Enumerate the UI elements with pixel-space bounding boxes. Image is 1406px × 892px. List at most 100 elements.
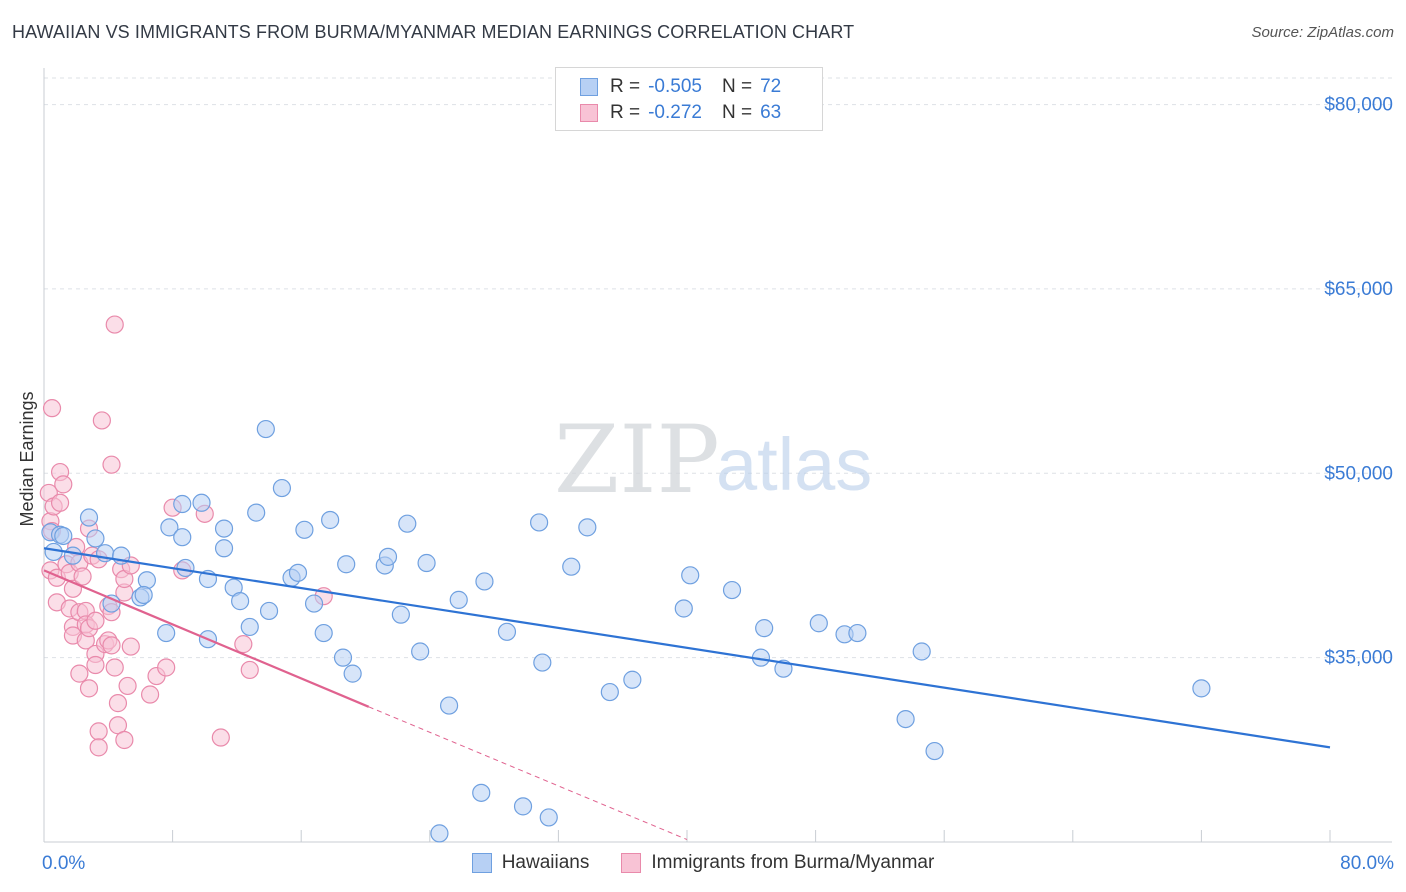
watermark-zip: ZIP [554, 406, 720, 515]
x-tick-label: 80.0% [1340, 853, 1394, 874]
data-point-hawaiians [562, 557, 581, 576]
data-point-hawaiians [304, 594, 324, 613]
data-point-hawaiians [722, 580, 742, 600]
series-swatch-blue [471, 853, 492, 873]
data-point-burma [211, 728, 230, 747]
data-point-hawaiians [63, 546, 83, 565]
data-point-hawaiians [337, 555, 356, 574]
data-point-hawaiians [539, 808, 558, 827]
trend-line-burma [43, 569, 370, 708]
data-point-hawaiians [44, 542, 63, 562]
data-point-burma [89, 738, 108, 757]
legend-n-value: 72 [760, 76, 782, 97]
data-point-hawaiians [475, 572, 494, 591]
data-point-hawaiians [343, 664, 362, 683]
data-point-burma [70, 664, 89, 683]
legend-n-label: N = [721, 76, 753, 97]
data-point-hawaiians [417, 553, 436, 573]
data-point-hawaiians [925, 741, 944, 761]
data-point-hawaiians [896, 709, 915, 729]
data-point-hawaiians [848, 623, 867, 643]
data-point-hawaiians [809, 614, 828, 633]
y-tick-label: $50,000 [1324, 463, 1393, 484]
data-point-burma [73, 567, 92, 586]
data-point-hawaiians [173, 494, 192, 514]
data-point-hawaiians [578, 518, 597, 537]
data-point-burma [86, 611, 105, 630]
data-point-hawaiians [430, 824, 449, 843]
series-legend-hawaiians[interactable]: Hawaiians [471, 852, 590, 874]
data-point-hawaiians [247, 503, 266, 522]
legend-n-label: N = [721, 102, 753, 123]
data-point-hawaiians [411, 642, 430, 661]
data-point-hawaiians [912, 642, 931, 661]
data-point-hawaiians [623, 670, 642, 689]
data-point-burma [105, 658, 124, 677]
data-point-hawaiians [54, 526, 73, 546]
data-point-burma [86, 655, 105, 675]
y-tick-label: $80,000 [1324, 95, 1393, 116]
chart-title: HAWAIIAN VS IMMIGRANTS FROM BURMA/MYANMA… [12, 22, 855, 42]
data-point-burma [79, 679, 99, 698]
data-point-hawaiians [1192, 679, 1211, 698]
data-point-hawaiians [321, 510, 340, 530]
trend-line-hawaiians [43, 547, 1331, 749]
series-swatch-pink [621, 853, 642, 873]
legend-r-label: R = [610, 102, 641, 123]
data-point-burma [121, 637, 140, 656]
data-point-hawaiians [259, 601, 279, 621]
data-point-burma [102, 636, 121, 655]
data-point-hawaiians [378, 547, 398, 566]
source-label: Source: ZipAtlas.com [1251, 24, 1394, 41]
legend-r-value: -0.505 [648, 76, 702, 97]
data-point-hawaiians [137, 571, 156, 590]
data-point-hawaiians [295, 520, 314, 539]
data-point-hawaiians [176, 558, 195, 578]
data-point-burma [140, 685, 160, 704]
data-point-burma [102, 455, 121, 474]
data-point-burma [42, 399, 62, 418]
data-point-burma [115, 730, 134, 750]
series-legend: Hawaiians Immigrants from Burma/Myanmar [0, 852, 1406, 874]
data-point-burma [157, 658, 176, 677]
legend-swatch-blue [580, 78, 598, 96]
data-point-hawaiians [173, 528, 192, 547]
data-point-hawaiians [497, 622, 517, 641]
data-point-hawaiians [398, 514, 417, 533]
data-point-hawaiians [231, 592, 250, 611]
y-tick-label: $65,000 [1324, 279, 1393, 300]
data-point-hawaiians [472, 783, 491, 802]
data-point-burma [89, 722, 108, 741]
y-axis-label: Median Earnings [17, 391, 37, 526]
data-point-hawaiians [391, 605, 410, 624]
data-point-hawaiians [214, 539, 234, 558]
data-point-hawaiians [449, 590, 468, 609]
legend-n-value: 63 [760, 102, 782, 123]
data-point-burma [234, 635, 253, 654]
data-point-hawaiians [102, 594, 121, 613]
series-label-burma: Immigrants from Burma/Myanmar [651, 852, 935, 873]
data-point-burma [105, 315, 124, 334]
data-point-hawaiians [134, 585, 153, 605]
series-legend-burma[interactable]: Immigrants from Burma/Myanmar [621, 852, 934, 874]
data-point-burma [50, 493, 70, 512]
legend-r-label: R = [610, 76, 641, 97]
trend-line-burma-extension [368, 706, 688, 841]
data-point-hawaiians [681, 566, 700, 585]
data-point-hawaiians [86, 529, 105, 548]
data-point-hawaiians [755, 619, 774, 638]
data-point-hawaiians [160, 518, 179, 537]
data-point-hawaiians [333, 648, 353, 667]
watermark-atlas: atlas [716, 423, 872, 506]
legend-row-burma: R = -0.272 N = 63 [580, 101, 781, 125]
data-point-hawaiians [533, 653, 552, 672]
data-point-hawaiians [288, 563, 308, 582]
data-point-hawaiians [513, 797, 533, 816]
data-point-hawaiians [214, 519, 234, 538]
data-point-hawaiians [240, 617, 259, 637]
series-label-hawaiians: Hawaiians [501, 852, 590, 873]
data-point-hawaiians [272, 478, 292, 498]
data-point-hawaiians [314, 623, 333, 643]
legend-swatch-pink [580, 104, 598, 122]
